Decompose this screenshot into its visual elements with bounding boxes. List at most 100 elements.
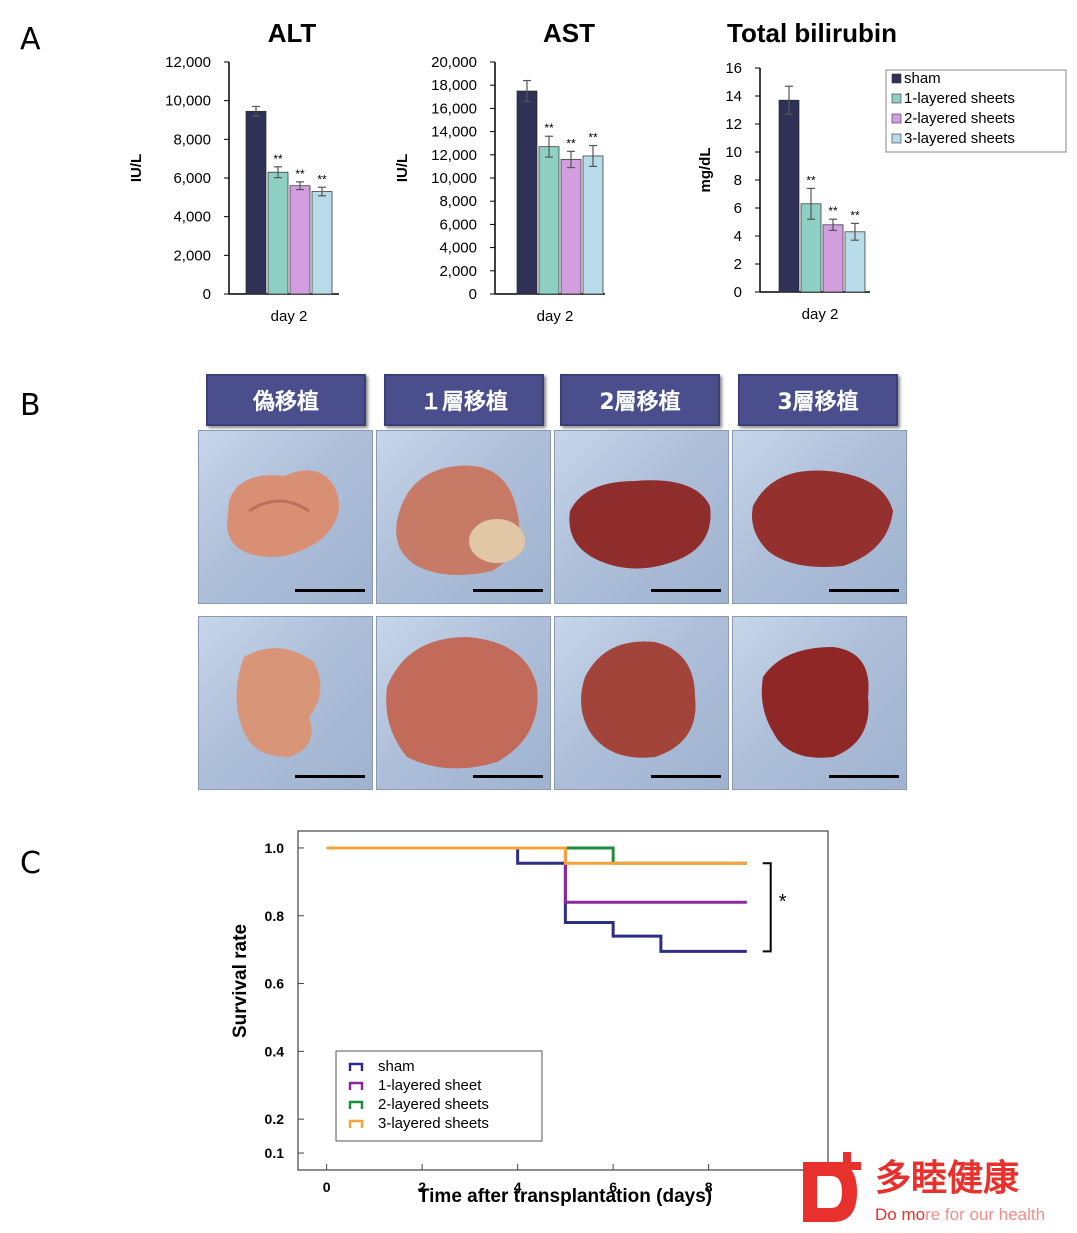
- bar-2: [822, 224, 844, 293]
- bar-0: [778, 99, 800, 293]
- y-axis-label: mg/dL: [697, 148, 714, 193]
- panel-b-liver-photos: 偽移植 １層移植 2層移植 3層移植: [198, 368, 908, 798]
- y-tick-label: 0.1: [265, 1145, 285, 1161]
- scale-bar: [829, 775, 899, 778]
- legend-label-1: 1-layered sheet: [378, 1077, 482, 1094]
- bar-0: [245, 110, 267, 295]
- significance-mark: **: [828, 204, 838, 218]
- y-tick-label: 0: [734, 284, 742, 301]
- x-tick-label: 6: [609, 1179, 617, 1195]
- scale-bar: [295, 589, 365, 592]
- legend-label-1: 1-layered sheets: [904, 90, 1015, 107]
- y-tick-label: 4,000: [439, 240, 477, 257]
- scale-bar: [651, 589, 721, 592]
- scale-bar: [473, 589, 543, 592]
- photo-label-1-layer: １層移植: [384, 374, 544, 426]
- panel-letter-c: C: [20, 846, 41, 881]
- legend-swatch-0: [891, 73, 902, 84]
- bar-3: [582, 155, 604, 295]
- significance-mark: **: [295, 167, 305, 181]
- legend-label-0: sham: [378, 1058, 415, 1075]
- y-tick-label: 14: [725, 88, 742, 105]
- significance-mark: **: [806, 173, 816, 187]
- logo-brand-text: 多睦健康: [875, 1157, 1019, 1199]
- y-tick-label: 20,000: [431, 54, 477, 71]
- y-tick-label: 10,000: [165, 93, 211, 110]
- significance-mark: **: [317, 172, 327, 186]
- panel-letter-b: B: [20, 388, 41, 423]
- survival-line-3: [326, 846, 747, 865]
- y-tick-label: 0: [469, 286, 477, 303]
- y-tick-label: 2: [734, 256, 742, 273]
- y-tick-label: 16: [725, 60, 742, 77]
- y-tick-label: 16,000: [431, 100, 477, 117]
- plot-frame: [297, 830, 829, 1171]
- scale-bar: [295, 775, 365, 778]
- bar-1: [538, 146, 560, 295]
- bar-chart-2: Total bilirubin 0 2 4 6 8 10 12 14 16 mg/dL day 2 **…: [697, 18, 897, 323]
- y-tick-label: 0: [203, 286, 211, 303]
- survival-legend: sham 1-layered sheet 2-layered sheets 3-lay…: [335, 1050, 543, 1142]
- y-tick-label: 0.4: [265, 1043, 285, 1059]
- legend-label-2: 2-layered sheets: [378, 1096, 489, 1113]
- survival-line-2: [326, 846, 747, 865]
- bar-3: [311, 191, 333, 295]
- y-axis-label: Survival rate: [230, 924, 251, 1038]
- liver-photo-3-layer-1: [732, 430, 907, 604]
- chart-title: Total bilirubin: [727, 18, 897, 48]
- significance-mark: **: [850, 208, 860, 222]
- y-tick-label: 4: [734, 228, 742, 245]
- survival-line-1: [326, 846, 747, 904]
- y-axis-label: IU/L: [128, 154, 145, 182]
- y-tick-label: 8,000: [439, 193, 477, 210]
- liver-photo-sham-2: [198, 616, 373, 790]
- x-tick-label: 8: [705, 1179, 713, 1195]
- y-tick-label: 6,000: [173, 170, 211, 187]
- legend-step-icon-1: [348, 1081, 364, 1090]
- liver-photo-1-layer-2: [376, 616, 551, 790]
- y-tick-label: 6: [734, 200, 742, 217]
- logo-slogan: Do more for our health: [875, 1205, 1045, 1224]
- legend-swatch-3: [891, 133, 902, 144]
- y-tick-label: 6,000: [439, 216, 477, 233]
- scale-bar: [829, 589, 899, 592]
- significance-star: *: [779, 891, 787, 913]
- x-tick-label: 2: [418, 1179, 426, 1195]
- bar-0: [516, 90, 538, 295]
- bar-1: [267, 171, 289, 295]
- legend-label-3: 3-layered sheets: [904, 130, 1015, 147]
- legend-step-icon-0: [348, 1062, 364, 1071]
- brand-logo: 多睦健康 Do more for our health: [795, 1140, 1075, 1228]
- liver-photo-3-layer-2: [732, 616, 907, 790]
- photo-label-sham: 偽移植: [206, 374, 366, 426]
- x-axis-label: Time after transplantation (days): [418, 1186, 712, 1207]
- significance-mark: **: [544, 121, 554, 135]
- bar-chart-1: AST 0 2,000 4,000 6,000 8,000 10,000 12,000 14,0…: [394, 18, 605, 325]
- liver-photo-1-layer-1: [376, 430, 551, 604]
- bar-2: [289, 185, 311, 295]
- y-tick-label: 8,000: [173, 131, 211, 148]
- y-tick-label: 8: [734, 172, 742, 189]
- y-tick-label: 2,000: [173, 247, 211, 264]
- photo-label-2-layer: 2層移植: [560, 374, 720, 426]
- legend-label-2: 2-layered sheets: [904, 110, 1015, 127]
- y-tick-label: 0.2: [265, 1111, 285, 1127]
- y-tick-label: 1.0: [265, 840, 285, 856]
- y-tick-label: 12,000: [431, 147, 477, 164]
- significance-bracket: [762, 862, 772, 953]
- photo-label-3-layer: 3層移植: [738, 374, 898, 426]
- bar-chart-0: ALT 0 2,000 4,000 6,000 8,000 10,000 12,000 IU/L…: [128, 18, 339, 325]
- y-axis-label: IU/L: [394, 154, 411, 182]
- legend-box: [885, 69, 1067, 153]
- y-tick-label: 10: [725, 144, 742, 161]
- scale-bar: [473, 775, 543, 778]
- legend-label-0: sham: [904, 70, 941, 87]
- legend-swatch-2: [891, 113, 902, 124]
- chart-title: AST: [543, 18, 595, 48]
- significance-mark: **: [588, 131, 598, 145]
- y-tick-label: 14,000: [431, 124, 477, 141]
- y-tick-label: 4,000: [173, 209, 211, 226]
- bar-2: [560, 159, 582, 295]
- y-tick-label: 0.6: [265, 976, 285, 992]
